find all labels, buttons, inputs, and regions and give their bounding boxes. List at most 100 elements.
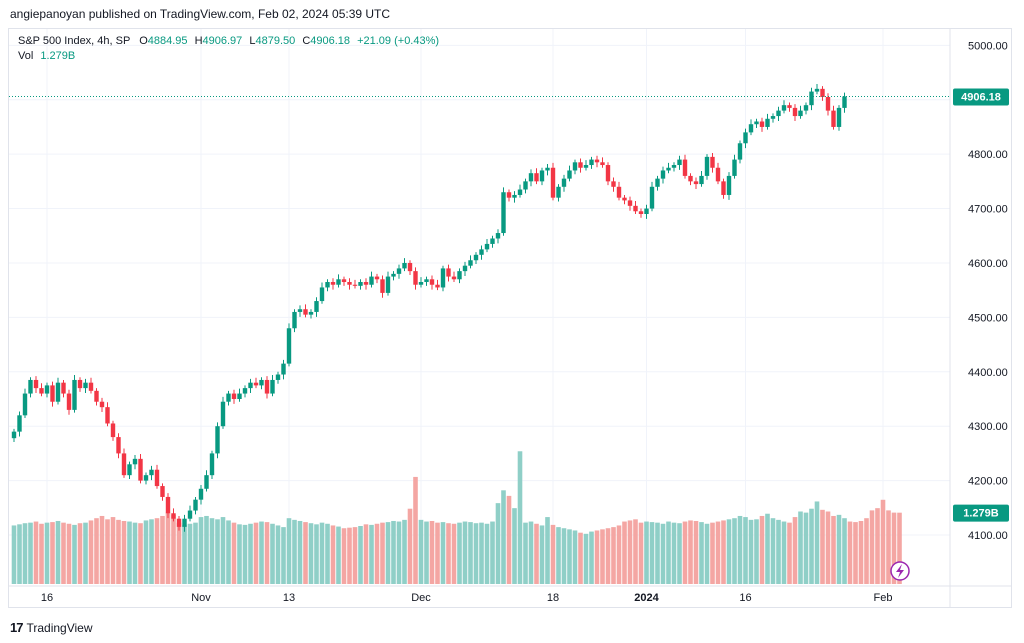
grid [9, 29, 1011, 607]
candle-body [105, 407, 110, 424]
candle-body [440, 268, 446, 288]
candle-body [814, 88, 820, 92]
volume-bar [567, 529, 572, 584]
candle-body [385, 276, 391, 293]
volume-bar [66, 523, 72, 584]
candle-body [627, 200, 633, 206]
volume-bar [594, 530, 600, 584]
volume-bar [501, 490, 506, 584]
volume-bar [473, 523, 479, 584]
volume-bar [490, 521, 495, 584]
candle-body [193, 499, 198, 511]
candle-body [567, 170, 572, 179]
volume-bar [28, 522, 33, 584]
candle-body [446, 268, 451, 277]
candle-body [149, 469, 154, 476]
volume-bar [539, 525, 545, 584]
volume-bar [512, 508, 517, 584]
x-tick-label: Feb [874, 592, 893, 604]
candle-body [462, 265, 468, 272]
legend-vol-value: 1.279B [40, 50, 76, 62]
candle-body [171, 513, 176, 519]
volume-bar [99, 515, 105, 584]
volume-bar [242, 524, 248, 584]
x-tick-label: 2024 [634, 592, 659, 604]
volume-bar [319, 522, 325, 584]
volume-bar [737, 515, 743, 584]
candle-body [407, 262, 413, 272]
volume-bar [347, 527, 352, 584]
candle-body [638, 211, 644, 214]
volume-bar [781, 521, 787, 584]
volume-bar [600, 529, 605, 584]
volume-bar [869, 510, 875, 584]
volume-bar [693, 520, 699, 584]
y-tick-label: 4600.00 [968, 258, 1008, 270]
legend-volume-row: Vol 1.279B [18, 49, 439, 64]
candle-body [616, 186, 622, 198]
candle-body [270, 379, 275, 394]
legend-close: 4906.18 [310, 35, 351, 47]
volume-bar [413, 476, 418, 584]
legend-high: 4906.97 [202, 35, 243, 47]
candle-body [275, 374, 281, 380]
candle-body [116, 437, 121, 454]
y-axis: 4100.00 4200.00 4300.00 4400.00 4500.00 4600.… [968, 40, 1008, 542]
candle-body [352, 284, 358, 286]
volume-bar [187, 523, 193, 584]
candle-body [605, 165, 611, 182]
volume-bar [545, 517, 550, 584]
volume-bar [171, 514, 176, 584]
candle-body [534, 173, 539, 182]
volume-bar [864, 518, 869, 584]
volume-bar [292, 519, 297, 584]
candle-body [132, 458, 138, 465]
volume-bar [457, 522, 462, 584]
candle-body [94, 390, 99, 402]
volume-bar [886, 510, 891, 584]
candle-body [33, 379, 39, 389]
candle-body [644, 208, 649, 214]
legend-ohlc-row: S&P 500 Index, 4h, SP O4884.95 H4906.97 … [18, 34, 439, 49]
volume-bar [275, 525, 281, 584]
candle-body [83, 382, 88, 389]
candle-body [693, 181, 699, 185]
candle-body [715, 167, 721, 182]
candle-body [418, 282, 424, 285]
volume-bar [484, 523, 490, 584]
candle-body [671, 165, 677, 168]
volume-bar [143, 520, 149, 584]
volume-bar [105, 519, 110, 584]
volume-bar [611, 527, 616, 584]
volume-bar [655, 522, 660, 584]
candle-body [748, 124, 754, 133]
candle-body [622, 197, 627, 201]
y-tick-label: 5000.00 [968, 40, 1008, 52]
candle-body [303, 309, 308, 315]
y-tick-label: 4500.00 [968, 312, 1008, 324]
candle-body [231, 393, 237, 399]
volume-bar [61, 522, 66, 584]
volume-bar [407, 508, 413, 584]
volume-bar [462, 521, 468, 584]
candle-body [165, 496, 171, 514]
candle-body [501, 192, 506, 234]
volume-bar [369, 524, 374, 584]
candle-body [429, 279, 435, 285]
candle-body [319, 287, 325, 302]
axis-badges: 4906.18 1.279B [890, 88, 1009, 581]
volume-bar [50, 522, 55, 584]
volume-bar [215, 519, 220, 584]
footer-brand[interactable]: 17 TradingView [10, 620, 93, 635]
volume-bar [682, 521, 688, 584]
volume-bar [704, 523, 710, 584]
volume-bar [776, 519, 781, 584]
candle-body [435, 284, 440, 288]
x-tick-label: 16 [739, 592, 751, 604]
candle-body [396, 268, 402, 274]
volume-bar [495, 503, 501, 584]
volume-bar [561, 528, 567, 584]
candle-body [792, 107, 798, 117]
candle-body [154, 469, 160, 487]
